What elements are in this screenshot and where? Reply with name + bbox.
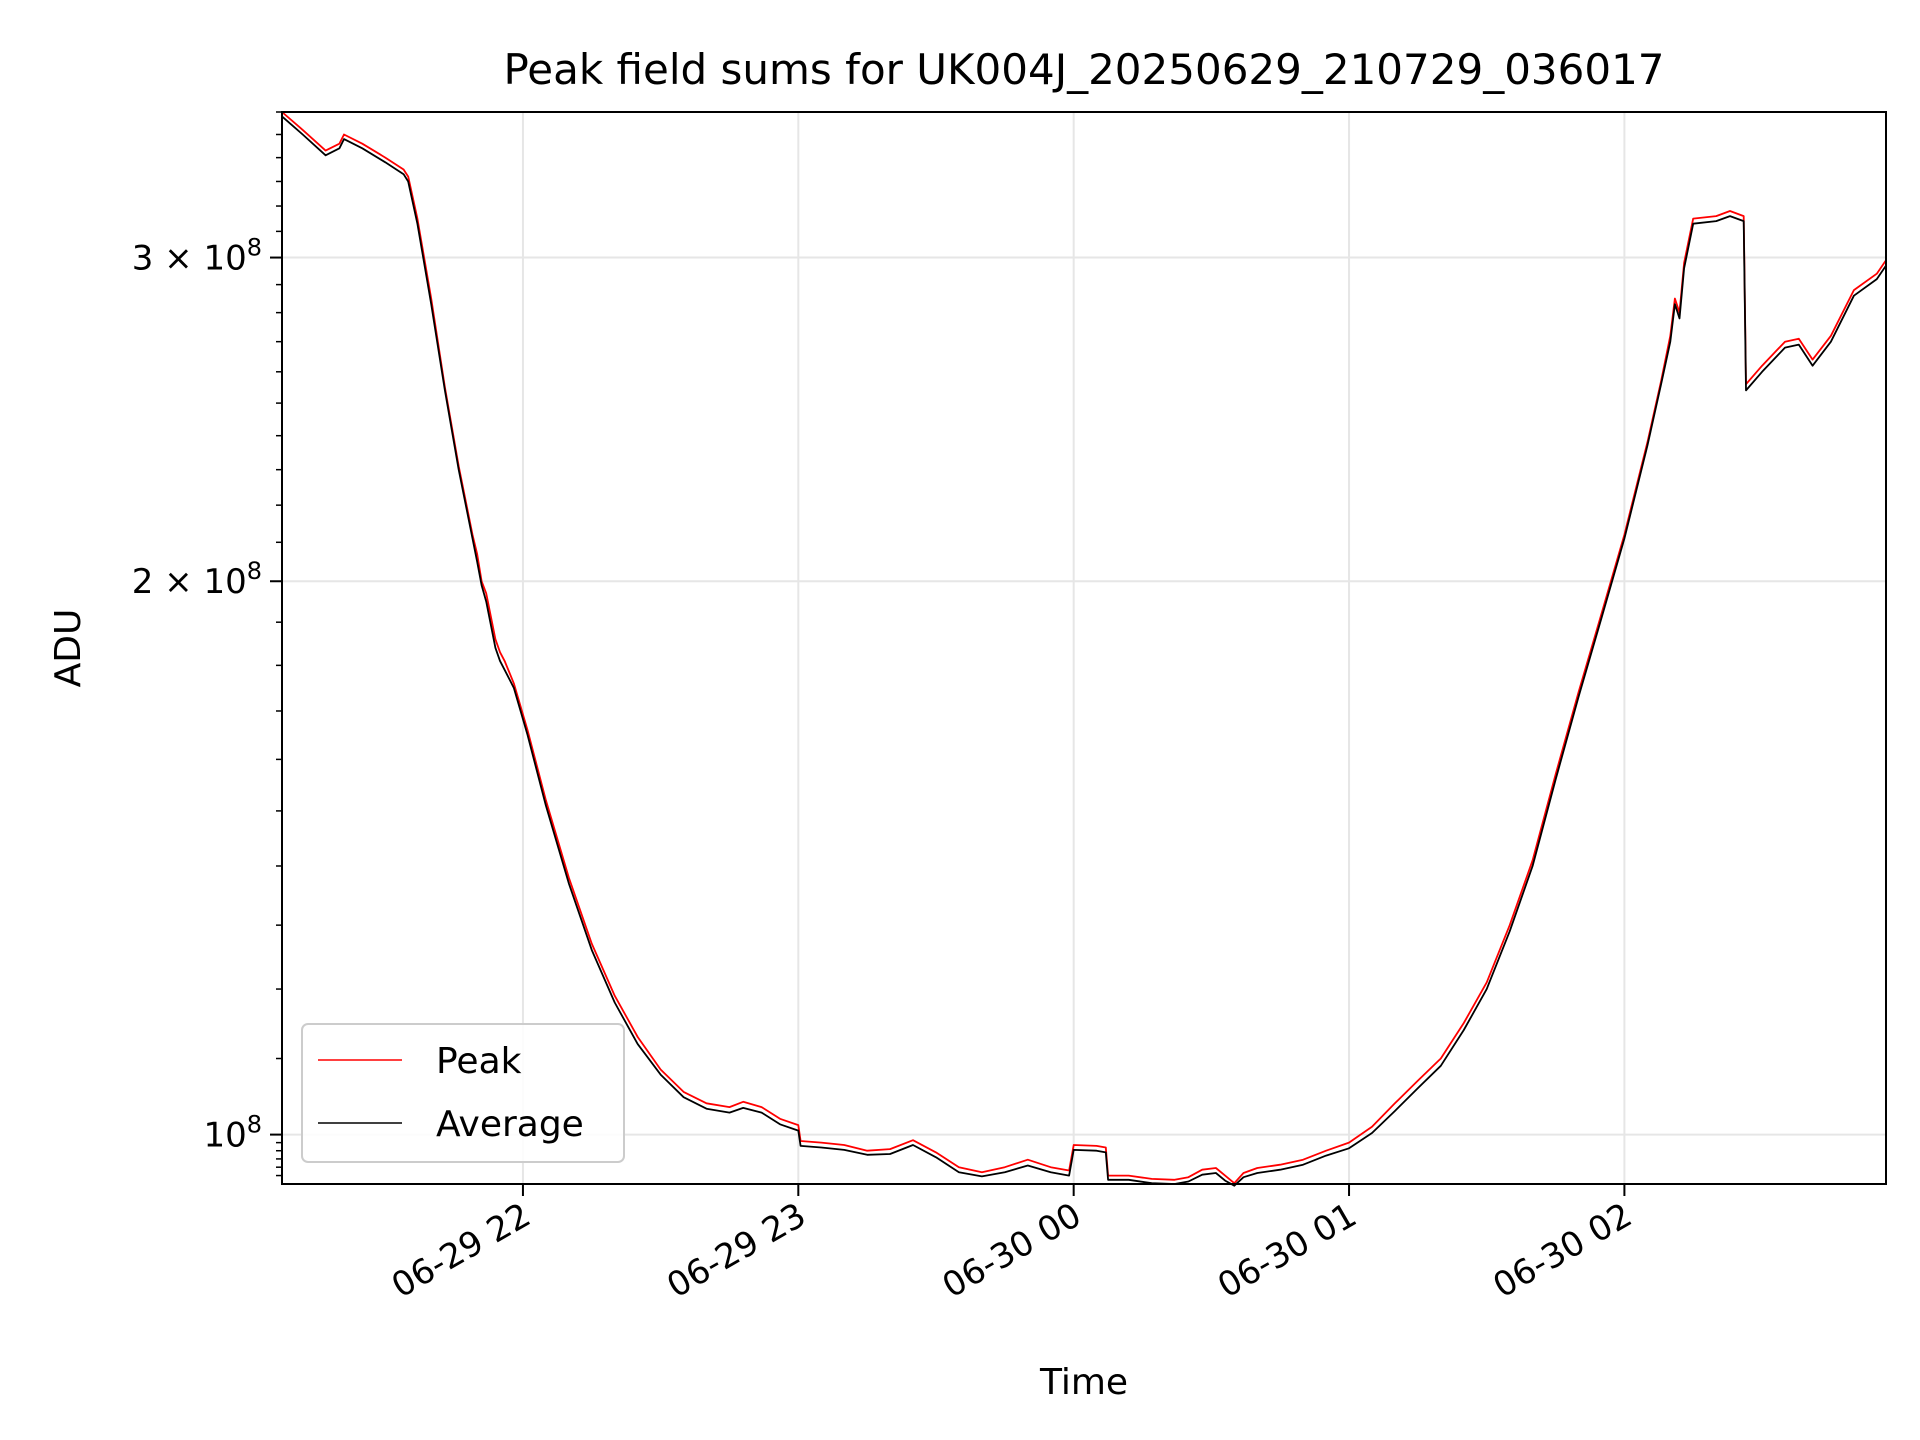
y-tick-label: 2 × 108 (132, 557, 262, 602)
plot-frame (281, 111, 1887, 1185)
x-axis-label: Time (1039, 1362, 1128, 1403)
legend: Peak Average (301, 1023, 625, 1163)
y-axis-ticks: 108 2 × 108 3 × 108 (132, 111, 282, 1177)
grid (282, 112, 1886, 1184)
series-line-average (281, 115, 1887, 1187)
legend-peak-label: Peak (436, 1041, 522, 1082)
y-tick-label: 108 (203, 1111, 262, 1156)
legend-box (301, 1023, 625, 1163)
y-tick-label: 3 × 108 (132, 234, 262, 279)
y-axis-label: ADU (48, 609, 89, 688)
chart-title: Peak field sums for UK004J_20250629_2107… (503, 45, 1664, 94)
series-layer (281, 111, 1887, 1187)
legend-average-label: Average (436, 1104, 584, 1145)
